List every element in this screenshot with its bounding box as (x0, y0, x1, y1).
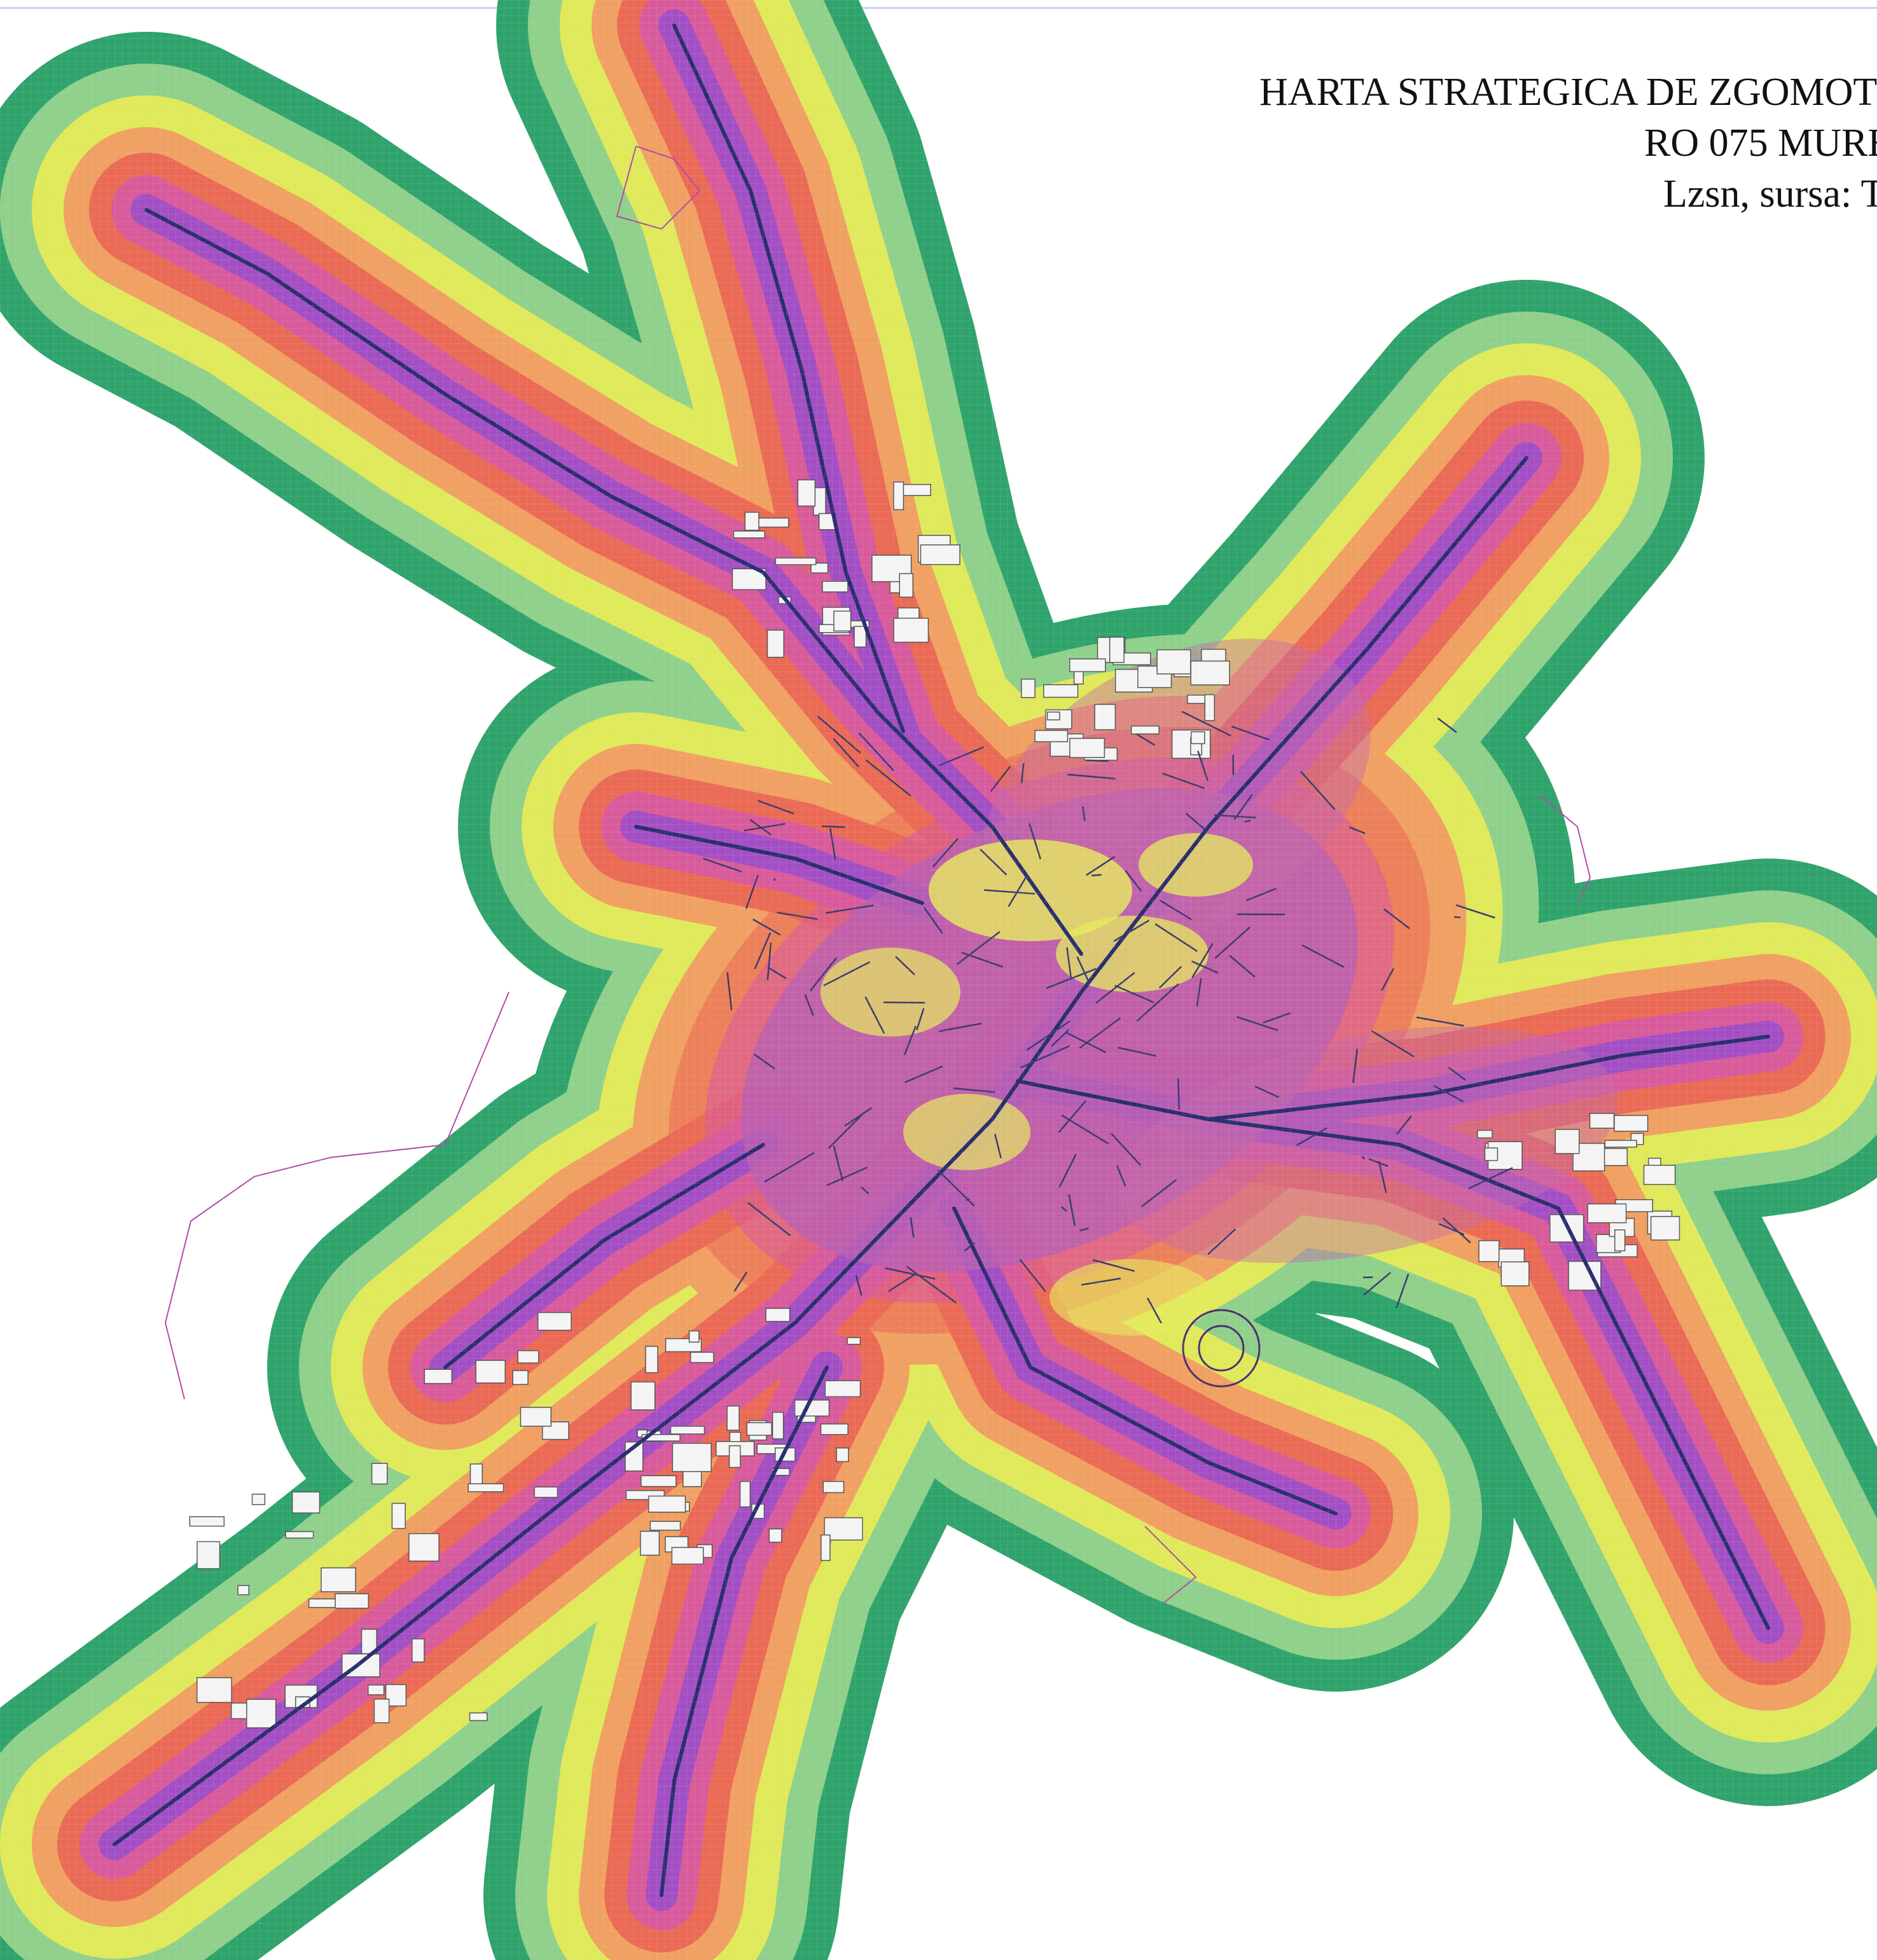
map-subtitle-region: RO 075 MURES (1644, 121, 1877, 165)
map-subtitle-source: Lzsn, sursa: Tra (1663, 172, 1877, 216)
map-title: HARTA STRATEGICA DE ZGOMOT - TG. (1259, 71, 1877, 114)
map-title-block: HARTA STRATEGICA DE ZGOMOT - TG. RO 075 … (1259, 67, 1877, 219)
